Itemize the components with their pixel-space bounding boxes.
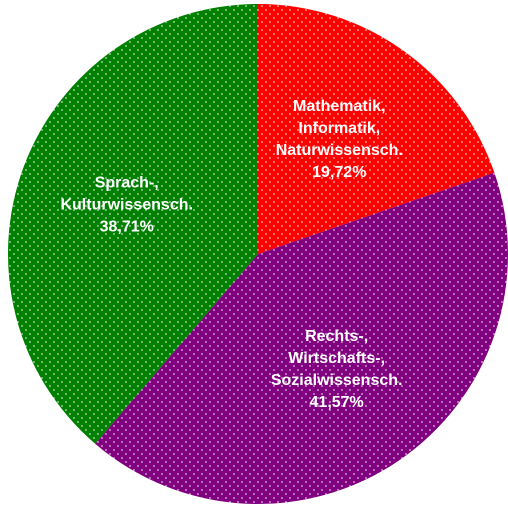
pie-slice-texture <box>95 172 508 504</box>
slice-label: Informatik, <box>298 120 380 137</box>
pie-slice-texture <box>258 4 495 254</box>
slice-label: Wirtschafts-, <box>288 350 385 367</box>
value-label: 19,72% <box>312 164 366 181</box>
slice-label: Naturwissensch. <box>276 142 403 159</box>
slice-label: Rechts-, <box>305 328 368 345</box>
slice-label: Kulturwissensch. <box>60 197 192 214</box>
value-label: 38,71% <box>100 219 154 236</box>
slice-label: Sozialwissensch. <box>271 372 403 389</box>
pie-slice-texture <box>7 4 258 444</box>
slice-label: Sprach-, <box>95 175 159 192</box>
value-label: 41,57% <box>310 394 364 411</box>
slice-label: Mathematik, <box>293 98 385 115</box>
